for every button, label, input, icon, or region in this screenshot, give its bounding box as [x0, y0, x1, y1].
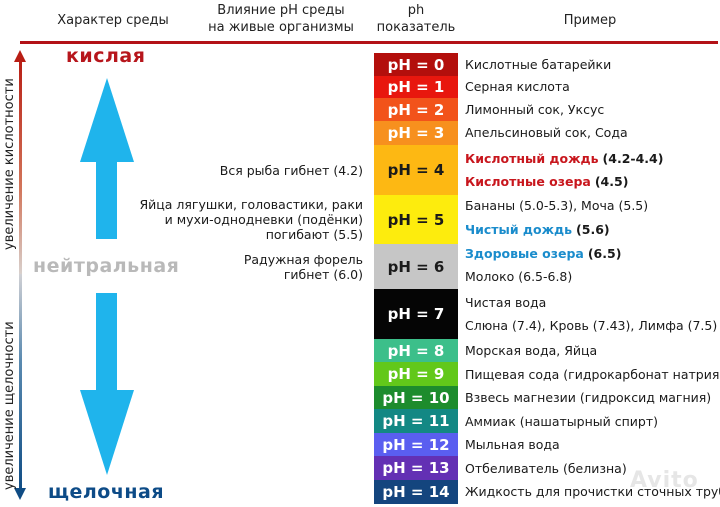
ph-cell-14: pH = 14 [374, 480, 458, 504]
example-item: Серная кислота [465, 79, 570, 94]
header-effect-line2: на живые организмы [208, 20, 354, 35]
example-highlight-acid-lakes: Кислотные озера [465, 174, 591, 189]
ph-cell-6: pH = 6 [374, 244, 458, 289]
header-divider [20, 41, 718, 44]
header-character: Характер среды [48, 12, 178, 29]
example-item: Аммиак (нашатырный спирт) [465, 414, 659, 429]
effect-ph6: Радужная форель гибнет (6.0) [244, 252, 363, 282]
example-value: (4.5) [594, 174, 629, 189]
alkaline-label: щелочная [48, 481, 165, 503]
watermark-logo: Avito [630, 468, 699, 493]
example-item-highlight: Чистый дождь (5.6) [465, 222, 610, 238]
header-character-text: Характер среды [57, 13, 169, 28]
example-item: Жидкость для прочистки сточных труб [465, 484, 720, 499]
example-item: Мыльная вода [465, 437, 560, 452]
example-value: (6.5) [587, 246, 622, 261]
example-item: Кислотные батарейки [465, 57, 612, 72]
header-ph-line1: ph [407, 3, 425, 18]
example-item: Молоко (6.5-6.8) [465, 269, 573, 284]
example-item: Отбеливатель (белизна) [465, 461, 627, 476]
example-item: Морская вода, Яйца [465, 343, 598, 358]
ph-cell-7: pH = 7 [374, 289, 458, 339]
header-ph: ph показатель [368, 2, 464, 36]
example-highlight-clean-rain: Чистый дождь [465, 222, 573, 237]
acidity-axis-arrowhead-icon [14, 50, 26, 62]
header-example: Пример [540, 12, 640, 29]
effect-line: гибнет (6.0) [283, 267, 363, 282]
ph-cell-8: pH = 8 [374, 339, 458, 362]
alkaline-direction-arrow-shaft [96, 293, 117, 391]
ph-cell-11: pH = 11 [374, 409, 458, 433]
effect-ph4: Вся рыба гибнет (4.2) [220, 163, 363, 178]
acidity-axis [19, 58, 22, 274]
example-value: (5.6) [576, 222, 610, 237]
alkalinity-axis [19, 274, 22, 492]
acid-direction-arrow-shaft [96, 161, 117, 239]
ph-cell-4: pH = 4 [374, 145, 458, 195]
example-item-highlight: Кислотный дождь (4.2-4.4) [465, 151, 663, 167]
ph-cell-10: pH = 10 [374, 386, 458, 409]
acid-direction-arrow-icon [80, 78, 134, 162]
example-value: (4.2-4.4) [602, 151, 664, 166]
ph-cell-3: pH = 3 [374, 121, 458, 145]
alkaline-direction-arrow-icon [80, 390, 134, 475]
effect-ph5: Яйца лягушки, головастики, раки и мухи-о… [139, 197, 363, 242]
acid-label: кислая [66, 45, 146, 67]
example-item-highlight: Здоровые озера (6.5) [465, 246, 621, 262]
header-example-text: Пример [563, 13, 617, 28]
example-item: Пищевая сода (гидрокарбонат натрия) [465, 367, 720, 382]
effect-line: Вся рыба гибнет (4.2) [219, 163, 363, 178]
acidity-axis-label: увеличение кислотности [2, 78, 17, 250]
example-item: Слюна (7.4), Кровь (7.43), Лимфа (7.5) [465, 318, 718, 333]
example-highlight-healthy-lakes: Здоровые озера [465, 246, 584, 261]
effect-line: и мухи-однодневки (подёнки) [164, 212, 363, 227]
header-effect: Влияние pH среды на живые организмы [196, 2, 366, 36]
example-item: Лимонный сок, Уксус [465, 102, 605, 117]
neutral-label: нейтральная [33, 255, 180, 277]
alkalinity-axis-label: увеличение щелочности [2, 321, 17, 490]
example-highlight-acid-rain: Кислотный дождь [465, 151, 599, 166]
header-effect-line1: Влияние pH среды [217, 3, 345, 18]
effect-line: погибают (5.5) [265, 227, 363, 242]
example-item: Апельсиновый сок, Сода [465, 125, 628, 140]
ph-cell-12: pH = 12 [374, 433, 458, 456]
example-item: Чистая вода [465, 295, 547, 310]
ph-cell-0: pH = 0 [374, 53, 458, 76]
example-item: Взвесь магнезии (гидроксид магния) [465, 390, 712, 405]
ph-cell-2: pH = 2 [374, 98, 458, 121]
example-item: Бананы (5.0-5.3), Моча (5.5) [465, 198, 649, 213]
alkalinity-axis-arrowhead-icon [14, 488, 26, 500]
ph-cell-1: pH = 1 [374, 76, 458, 98]
effect-line: Радужная форель [243, 252, 363, 267]
ph-cell-5: pH = 5 [374, 195, 458, 244]
ph-cell-13: pH = 13 [374, 456, 458, 480]
effect-line: Яйца лягушки, головастики, раки [139, 197, 363, 212]
ph-cell-9: pH = 9 [374, 362, 458, 386]
header-ph-line2: показатель [376, 20, 456, 35]
example-item-highlight: Кислотные озера (4.5) [465, 174, 628, 190]
